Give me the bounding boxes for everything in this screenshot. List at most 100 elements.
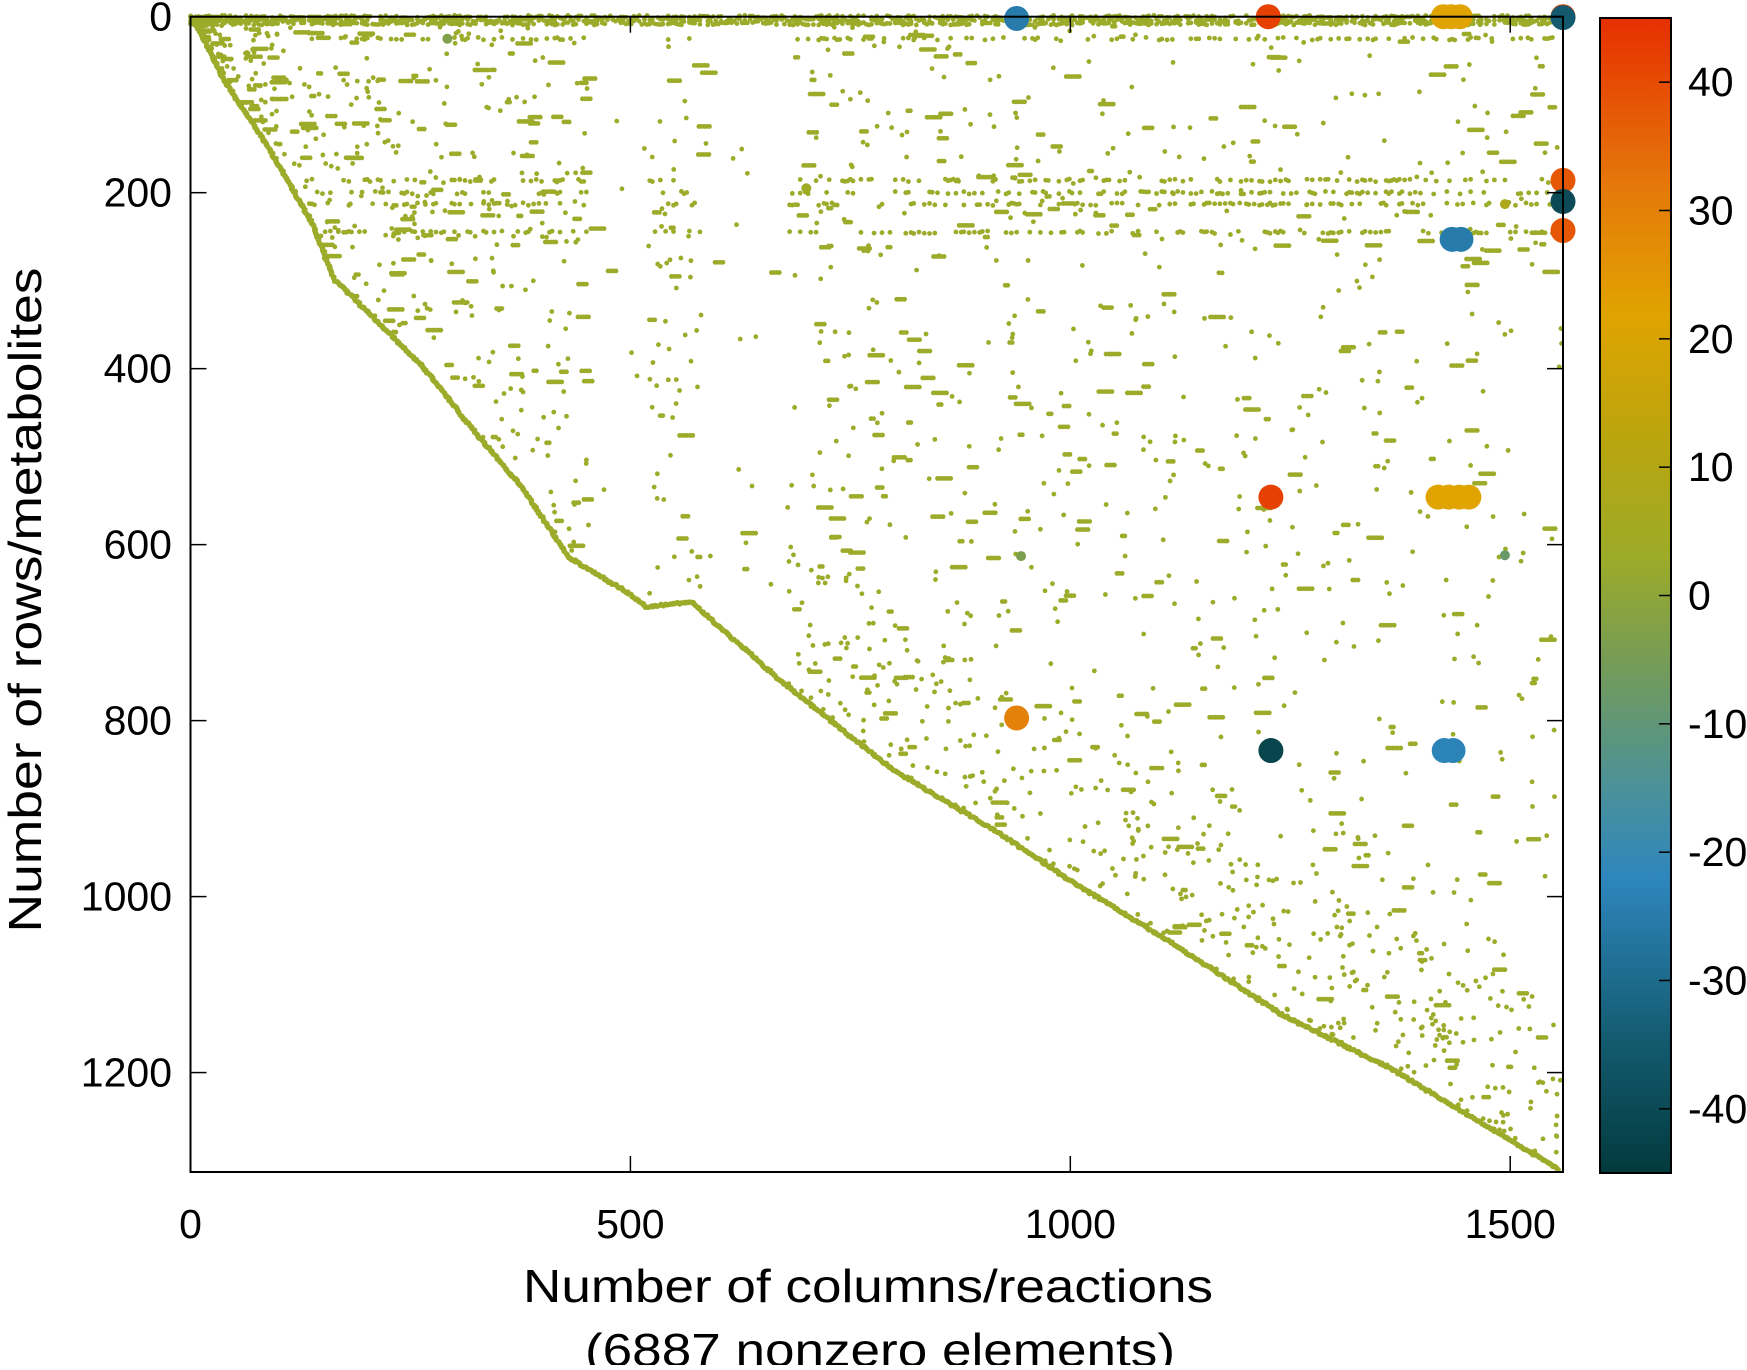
data-point xyxy=(1012,529,1018,534)
data-point xyxy=(568,36,573,41)
data-point xyxy=(1172,601,1177,607)
data-point xyxy=(509,283,514,289)
data-point xyxy=(1043,190,1049,196)
data-point xyxy=(352,223,358,229)
data-point xyxy=(539,220,545,226)
data-point xyxy=(1484,178,1489,184)
data-point xyxy=(1391,438,1397,444)
data-point xyxy=(1478,230,1484,236)
data-point xyxy=(1109,305,1114,311)
data-point xyxy=(1402,20,1408,26)
data-point xyxy=(1217,36,1223,42)
data-point xyxy=(534,171,540,177)
data-point xyxy=(1523,200,1529,206)
data-point xyxy=(1027,229,1033,235)
data-point xyxy=(671,167,677,172)
data-point xyxy=(1423,177,1429,183)
data-point xyxy=(941,659,946,665)
data-point xyxy=(847,36,853,42)
data-point xyxy=(486,190,492,196)
data-point xyxy=(857,90,863,96)
data-point xyxy=(1508,236,1514,242)
data-point xyxy=(961,202,967,208)
data-point xyxy=(1267,189,1273,195)
data-point xyxy=(438,327,444,333)
data-point xyxy=(552,529,558,535)
data-point xyxy=(527,226,533,232)
data-point xyxy=(412,229,418,235)
data-point xyxy=(342,34,347,40)
data-point xyxy=(692,200,698,206)
data-point xyxy=(1159,579,1165,585)
data-point xyxy=(1171,291,1177,297)
data-point xyxy=(904,154,910,160)
data-point xyxy=(834,535,839,540)
data-point xyxy=(665,201,671,207)
data-point xyxy=(665,377,671,383)
data-point xyxy=(993,198,999,204)
data-point xyxy=(1523,229,1529,235)
data-point xyxy=(1367,177,1373,183)
data-point xyxy=(1222,793,1228,799)
data-point xyxy=(466,31,472,37)
data-point xyxy=(1407,176,1413,182)
data-point xyxy=(1102,592,1108,597)
data-point xyxy=(1052,606,1058,612)
data-point xyxy=(785,505,791,510)
data-point xyxy=(1171,472,1176,478)
data-point xyxy=(1212,201,1217,207)
data-point xyxy=(1354,278,1360,284)
data-point xyxy=(1162,189,1167,195)
data-point xyxy=(1454,64,1459,69)
data-point xyxy=(1399,189,1405,195)
data-point xyxy=(1181,394,1186,400)
data-point xyxy=(1362,178,1368,183)
data-point xyxy=(668,452,673,458)
data-point xyxy=(525,25,531,31)
data-point xyxy=(1499,756,1505,762)
data-point xyxy=(1149,125,1155,131)
data-point xyxy=(246,83,252,89)
data-point xyxy=(1197,641,1203,646)
data-point xyxy=(1280,201,1286,206)
data-point xyxy=(1544,833,1550,839)
data-point xyxy=(670,415,676,420)
data-point xyxy=(421,126,427,132)
data-point xyxy=(556,425,561,431)
data-point xyxy=(1209,189,1215,194)
data-point xyxy=(1412,741,1418,747)
data-point xyxy=(825,47,831,53)
data-point xyxy=(582,130,588,136)
data-point xyxy=(683,115,689,121)
data-point xyxy=(1071,326,1076,332)
data-point xyxy=(507,99,513,105)
data-point xyxy=(357,229,362,235)
data-point xyxy=(682,332,688,338)
data-point xyxy=(1251,201,1257,207)
data-point xyxy=(915,442,921,447)
data-point xyxy=(421,252,427,257)
data-point xyxy=(415,193,421,199)
data-point xyxy=(686,233,691,239)
data-point xyxy=(1210,599,1216,605)
data-point xyxy=(1006,190,1012,196)
data-point xyxy=(1297,227,1303,233)
data-point xyxy=(1430,238,1436,244)
data-point xyxy=(415,200,420,206)
data-point xyxy=(1221,314,1227,320)
data-point xyxy=(1365,36,1371,42)
data-point xyxy=(467,229,473,235)
data-point xyxy=(1332,846,1338,852)
data-point xyxy=(1480,127,1485,133)
data-point xyxy=(332,244,338,250)
data-point xyxy=(501,391,507,396)
data-point xyxy=(1317,35,1323,41)
data-point xyxy=(400,272,405,277)
data-point xyxy=(1474,428,1480,433)
data-point xyxy=(584,189,589,195)
data-point xyxy=(1286,178,1291,184)
data-point xyxy=(1419,950,1425,956)
data-point xyxy=(1013,156,1019,162)
data-point xyxy=(1246,36,1252,42)
